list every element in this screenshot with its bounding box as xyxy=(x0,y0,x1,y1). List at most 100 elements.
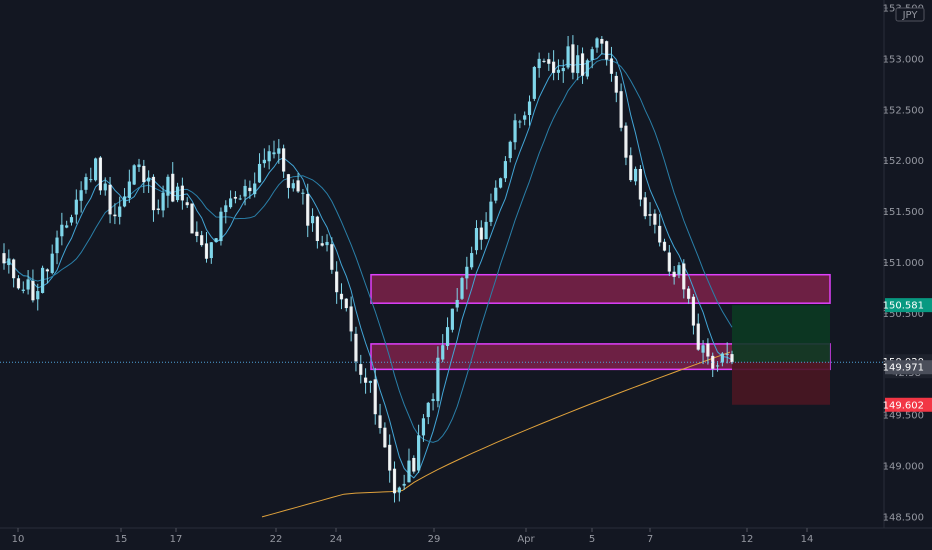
candle-body xyxy=(161,192,165,211)
candle-body xyxy=(643,197,647,217)
candle-body xyxy=(306,194,310,226)
candle-body xyxy=(460,278,464,299)
candle-body xyxy=(2,253,6,264)
candle-body xyxy=(561,68,565,72)
candle-body xyxy=(407,460,411,483)
time-tick-label: 7 xyxy=(647,534,653,545)
candle-body xyxy=(552,61,556,73)
candle-body xyxy=(55,237,59,254)
time-tick-label: 12 xyxy=(741,534,754,545)
candle-body xyxy=(108,184,112,215)
candle-body xyxy=(498,178,503,188)
candle-body xyxy=(257,163,262,183)
ma-fast-line xyxy=(13,53,733,479)
candle-body xyxy=(436,357,440,402)
candle-body xyxy=(296,180,300,192)
candle-body xyxy=(653,213,657,225)
candle-body xyxy=(74,199,78,215)
candle-body xyxy=(277,148,281,154)
candle-body xyxy=(344,298,348,309)
last-price-tag-bg xyxy=(885,360,932,375)
candle-body xyxy=(200,235,204,246)
candle-body xyxy=(214,238,218,242)
candle-body xyxy=(426,402,430,418)
candle-body xyxy=(629,155,633,181)
candle-body xyxy=(711,355,715,369)
candle-body xyxy=(605,41,609,60)
candle-body xyxy=(518,121,522,123)
candle-body xyxy=(503,161,508,179)
candle-body xyxy=(147,177,151,182)
price-tick-label: 152.500 xyxy=(883,105,924,116)
candle-body xyxy=(190,203,194,234)
last-price-tag: 149.971 xyxy=(883,363,924,374)
candle-body xyxy=(36,291,40,300)
profit-area xyxy=(732,305,830,363)
candles-layer xyxy=(2,35,734,503)
candle-body xyxy=(40,267,45,293)
stop-price-tag: 149.602 xyxy=(883,400,924,411)
candle-body xyxy=(624,125,628,158)
candle-body xyxy=(84,177,88,190)
candle-body xyxy=(363,377,368,383)
candle-body xyxy=(373,379,377,415)
ma-slow-line xyxy=(3,59,733,443)
time-tick-label: 10 xyxy=(12,534,25,545)
candle-body xyxy=(118,206,122,217)
time-tick-label: 29 xyxy=(428,534,441,545)
ma-long-line xyxy=(261,351,731,518)
time-axis[interactable]: 10 15 17 22 24 29 Apr 5 7 12 14 xyxy=(0,527,932,545)
candle-body xyxy=(677,265,681,275)
candle-body xyxy=(706,343,710,357)
candle-body xyxy=(282,148,286,172)
candle-body xyxy=(286,174,291,188)
candle-body xyxy=(12,259,16,279)
price-tick-label: 148.500 xyxy=(883,512,924,523)
candle-body xyxy=(127,181,131,198)
candle-body xyxy=(180,185,184,201)
candle-body xyxy=(431,398,435,402)
candle-body xyxy=(26,279,30,290)
candle-body xyxy=(243,185,247,197)
price-tick-label: 151.500 xyxy=(883,207,924,218)
candle-body xyxy=(566,46,570,68)
currency-badge[interactable]: JPY xyxy=(895,7,925,22)
stop-price-tag-bg xyxy=(885,397,932,412)
time-tick-label: 15 xyxy=(115,534,128,545)
candle-body xyxy=(233,196,238,199)
candle-body xyxy=(320,243,324,246)
candle-body xyxy=(166,176,170,196)
candle-body xyxy=(547,59,551,64)
candle-body xyxy=(16,278,21,289)
candle-body xyxy=(470,253,474,268)
candle-body xyxy=(417,435,421,471)
candle-body xyxy=(151,176,156,211)
candle-body xyxy=(224,205,228,213)
candle-body xyxy=(527,101,532,115)
candle-body xyxy=(638,168,642,200)
price-axis[interactable]: 153.500153.000152.500152.000151.500151.0… xyxy=(883,0,924,528)
candle-body xyxy=(137,164,141,168)
candle-body xyxy=(682,263,686,290)
candle-body xyxy=(691,296,696,326)
time-tick-label: 22 xyxy=(270,534,283,545)
candle-body xyxy=(556,69,561,73)
candle-body xyxy=(571,44,575,73)
candle-body xyxy=(291,183,295,189)
candle-body xyxy=(204,243,209,259)
candle-body xyxy=(185,202,189,206)
candle-body xyxy=(600,38,604,44)
candle-body xyxy=(267,151,271,162)
resistance-zone xyxy=(370,273,831,304)
candle-body xyxy=(335,271,339,293)
candle-body xyxy=(354,333,358,362)
candle-body xyxy=(330,244,334,270)
price-tick-label: 149.000 xyxy=(883,462,924,473)
candle-body xyxy=(715,365,720,367)
price-tick-label: 149.500 xyxy=(883,411,924,422)
candle-body xyxy=(696,323,700,350)
candle-body xyxy=(484,221,488,240)
candle-body xyxy=(195,231,199,237)
position-tool[interactable] xyxy=(732,305,830,405)
